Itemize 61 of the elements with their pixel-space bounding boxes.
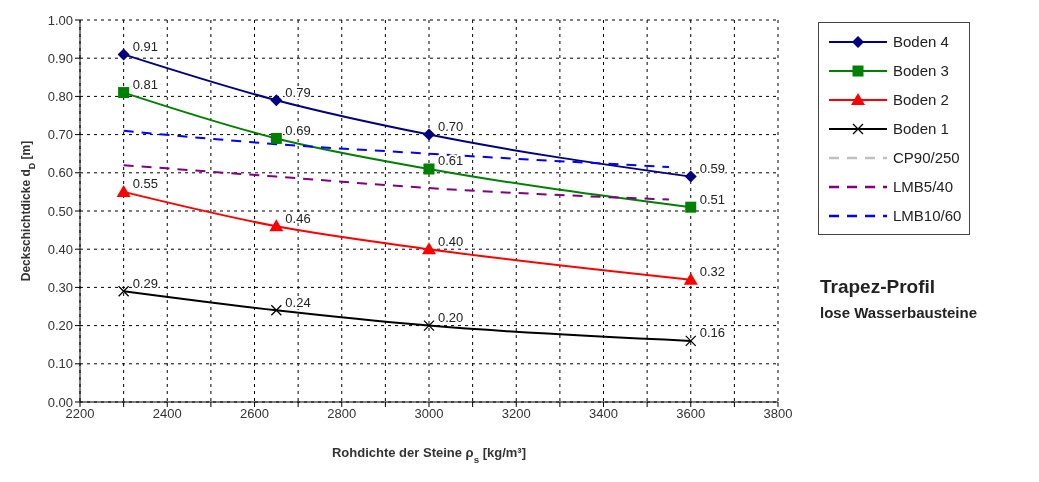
text: Trapez-Profil bbox=[820, 276, 937, 298]
data-label: 0.32 bbox=[699, 264, 726, 280]
text: lose Wasserbausteine bbox=[820, 304, 978, 321]
y-tick-label: 0.30 bbox=[47, 280, 73, 296]
point bbox=[684, 170, 697, 183]
x-tick-label: 3600 bbox=[676, 406, 706, 422]
data-label: 0.29 bbox=[132, 275, 158, 291]
x-tick-label: 3000 bbox=[414, 406, 444, 422]
point bbox=[117, 285, 130, 297]
y-tick-label: 0.20 bbox=[47, 318, 73, 334]
point bbox=[270, 132, 282, 144]
x-axis-title: Rohdichte der Steine ρ$_{s}$ [kg/m³] bbox=[331, 445, 527, 465]
y-tick-label: 0.90 bbox=[47, 50, 73, 66]
x-tick-label: 2600 bbox=[240, 406, 269, 422]
data-label: 0.79 bbox=[285, 84, 311, 100]
legend-label: CP90/250 bbox=[893, 149, 960, 166]
legend-label: Boden 4 bbox=[893, 33, 949, 50]
y-tick-label: 0.70 bbox=[47, 127, 73, 143]
point bbox=[423, 163, 435, 175]
data-label: 0.24 bbox=[285, 294, 311, 310]
data-label: 0.81 bbox=[132, 77, 158, 93]
y-tick-label: 0.80 bbox=[47, 89, 73, 105]
data-label: 0.16 bbox=[699, 325, 726, 341]
line-series bbox=[122, 164, 670, 201]
point bbox=[117, 48, 130, 61]
data-label: 0.51 bbox=[699, 191, 726, 207]
point bbox=[270, 304, 282, 316]
y-tick-label: 1.00 bbox=[47, 12, 73, 28]
x-tick-label: 3400 bbox=[589, 406, 618, 422]
data-label: 0.20 bbox=[438, 310, 464, 326]
x-tick-label: 3800 bbox=[763, 406, 793, 422]
data-label: 0.46 bbox=[285, 210, 311, 226]
legend-label: Boden 2 bbox=[893, 91, 949, 108]
data-label: 0.70 bbox=[438, 119, 464, 135]
point bbox=[116, 184, 131, 197]
y-tick-label: 0.50 bbox=[47, 203, 73, 219]
data-label: 0.55 bbox=[132, 176, 158, 192]
data-label: 0.59 bbox=[699, 161, 726, 177]
point bbox=[685, 335, 697, 347]
legend-label: Boden 1 bbox=[893, 120, 949, 137]
point bbox=[270, 94, 283, 107]
point bbox=[683, 272, 698, 285]
x-tick-label: 2800 bbox=[327, 406, 357, 422]
data-label: 0.61 bbox=[438, 153, 464, 169]
data-label: 0.91 bbox=[132, 38, 158, 54]
point bbox=[269, 219, 284, 232]
y-tick-label: 0.40 bbox=[47, 241, 73, 257]
legend-label: LMB10/60 bbox=[893, 207, 962, 224]
x-tick-label: 3200 bbox=[501, 406, 531, 422]
data-label: 0.69 bbox=[285, 122, 311, 138]
legend-label: LMB5/40 bbox=[893, 178, 954, 195]
x-tick-label: 2400 bbox=[152, 406, 182, 422]
point bbox=[422, 242, 436, 255]
data-label: 0.40 bbox=[438, 233, 464, 249]
y-tick-label: 0.10 bbox=[47, 356, 73, 372]
y-tick-label: 0.60 bbox=[47, 165, 73, 181]
legend-label: Boden 3 bbox=[893, 62, 949, 79]
point bbox=[423, 319, 435, 332]
point bbox=[118, 87, 130, 99]
point bbox=[685, 201, 697, 213]
point bbox=[423, 128, 435, 141]
